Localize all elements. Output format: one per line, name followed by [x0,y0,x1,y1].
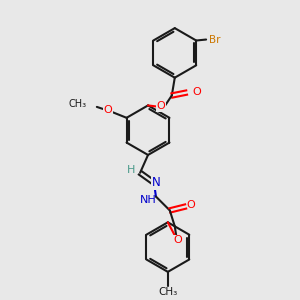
Text: CH₃: CH₃ [69,99,87,109]
Text: NH: NH [140,194,156,205]
Text: CH₃: CH₃ [158,287,178,297]
Text: Br: Br [209,34,220,44]
Text: O: O [193,86,201,97]
Text: O: O [173,235,182,245]
Text: H: H [127,165,135,175]
Text: O: O [103,105,112,115]
Text: O: O [157,101,165,111]
Text: N: N [152,176,160,189]
Text: O: O [186,200,195,211]
